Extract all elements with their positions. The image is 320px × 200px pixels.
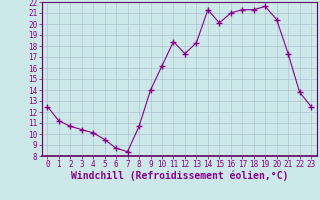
X-axis label: Windchill (Refroidissement éolien,°C): Windchill (Refroidissement éolien,°C) (70, 171, 288, 181)
